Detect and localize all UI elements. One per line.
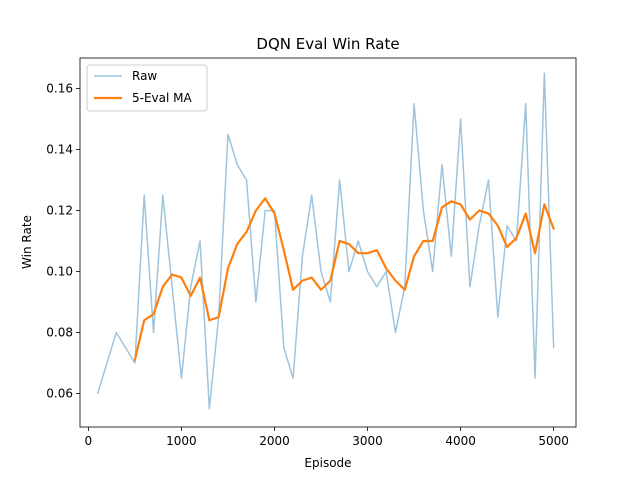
y-tick-label: 0.06 [46, 386, 73, 400]
series-line-raw [96, 72, 555, 410]
y-tick-label: 0.14 [46, 142, 73, 156]
x-axis-ticks: 0 1000 2000 3000 4000 5000 [85, 427, 569, 448]
y-tick-label: 0.12 [46, 203, 73, 217]
x-tick-label: 5000 [538, 434, 569, 448]
x-tick-label: 3000 [352, 434, 383, 448]
y-tick-label: 0.08 [46, 325, 73, 339]
plot-series [96, 72, 555, 410]
y-axis-label: Win Rate [20, 215, 34, 269]
x-axis-label: Episode [304, 456, 351, 470]
legend-label-raw: Raw [132, 69, 157, 83]
y-tick-label: 0.10 [46, 264, 73, 278]
plot-frame [79, 57, 577, 428]
legend: Raw 5-Eval MA [86, 64, 208, 112]
x-tick-label: 1000 [166, 434, 197, 448]
x-tick-label: 4000 [445, 434, 476, 448]
series-line-moving-average [133, 197, 555, 362]
chart-title: DQN Eval Win Rate [256, 35, 399, 53]
y-axis-ticks: 0.06 0.08 0.10 0.12 0.14 0.16 [46, 81, 80, 400]
y-tick-label: 0.16 [46, 81, 73, 95]
x-tick-label: 0 [85, 434, 93, 448]
legend-label-moving-average: 5-Eval MA [132, 91, 193, 105]
x-tick-label: 2000 [259, 434, 290, 448]
